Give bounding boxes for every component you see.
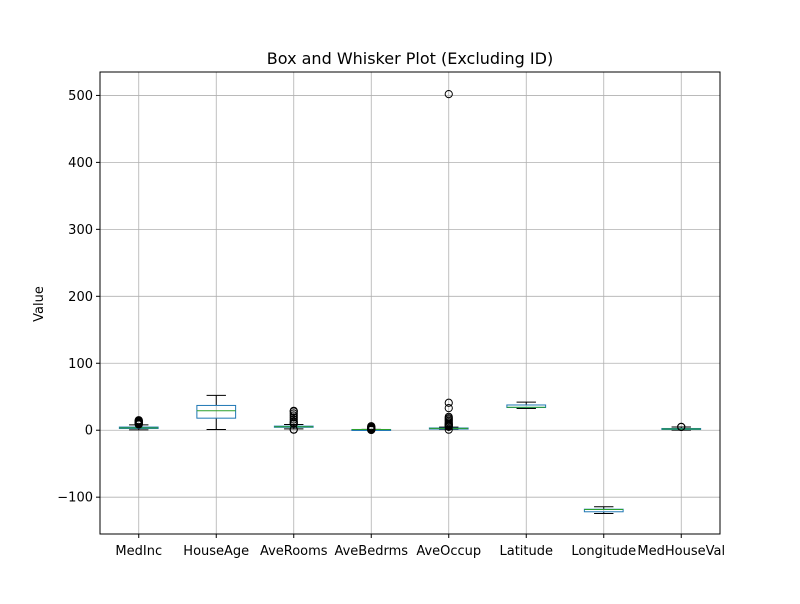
outlier-point: [289, 413, 298, 422]
plot-frame: [99, 71, 721, 535]
outlier-point: [367, 422, 376, 431]
y-tick-label: 100: [68, 357, 93, 372]
y-tick-label: 0: [85, 424, 93, 439]
x-tick-label-medhouseval: MedHouseVal: [637, 544, 725, 559]
box-layer: [118, 89, 702, 514]
outlier-point: [444, 404, 453, 413]
outlier-point: [289, 415, 298, 424]
outlier-point: [289, 406, 298, 415]
x-tick-label-medinc: MedInc: [115, 544, 162, 559]
outlier-point: [289, 409, 298, 418]
outlier-point: [444, 412, 453, 421]
box-group-aveoccup: [428, 89, 469, 434]
outlier-point: [289, 411, 298, 420]
x-tick-label-avebedrms: AveBedrms: [334, 544, 408, 559]
grid-layer: [100, 72, 720, 534]
y-tick-label: 400: [68, 156, 93, 171]
outlier-point: [289, 425, 298, 434]
outlier-point: [444, 89, 453, 99]
box-group-latitude: [506, 401, 547, 409]
y-tick-label: 200: [68, 290, 93, 305]
x-tick-label-houseage: HouseAge: [183, 544, 249, 559]
box-group-medhouseval: [661, 422, 702, 432]
box-iqr: [196, 404, 237, 419]
outlier-point: [134, 416, 143, 425]
y-tick-label: −100: [57, 491, 93, 506]
outlier-point: [289, 417, 298, 426]
x-tick-label-aveoccup: AveOccup: [416, 544, 481, 559]
x-tick-label-averooms: AveRooms: [260, 544, 328, 559]
box-group-avebedrms: [351, 422, 392, 435]
axes-layer: −100 0 100 200 300 400 500 MedInc HouseAge AveRoo…: [57, 71, 725, 559]
box-group-houseage: [196, 394, 237, 431]
x-tick-label-longitude: Longitude: [571, 544, 636, 559]
chart-title: Box and Whisker Plot (Excluding ID): [267, 49, 553, 68]
y-tick-label: 500: [68, 89, 93, 104]
box-group-medinc: [118, 416, 159, 431]
y-axis-label: Value: [32, 286, 47, 322]
box-group-longitude: [583, 506, 624, 514]
outlier-point: [444, 398, 453, 407]
x-tick-label-latitude: Latitude: [499, 544, 553, 559]
outlier-point: [677, 422, 686, 431]
box-group-averooms: [273, 406, 314, 434]
y-tick-label: 300: [68, 223, 93, 238]
